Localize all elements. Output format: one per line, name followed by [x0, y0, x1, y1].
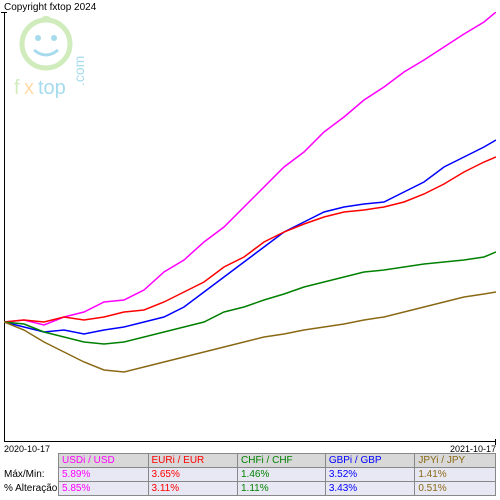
chart-area: 2020-10-17 2021-10-17: [4, 12, 496, 442]
table-change-cell: 0.51%: [415, 482, 496, 496]
table-maxmin-cell: 3.65%: [148, 468, 238, 482]
table-change-cell: 5.85%: [59, 482, 149, 496]
table-maxmin-cell: 5.89%: [59, 468, 149, 482]
table-maxmin-cell: 3.52%: [325, 468, 415, 482]
table-maxmin-cell: 1.41%: [415, 468, 496, 482]
table-header-cell: CHFi / CHF: [238, 454, 326, 468]
table-row-label-change: % Alteração:: [4, 483, 60, 494]
table-change-cell: 3.11%: [148, 482, 238, 496]
table-header-cell: GBPi / GBP: [325, 454, 415, 468]
series-line: [4, 12, 496, 325]
table-maxmin-cell: 1.46%: [238, 468, 326, 482]
series-line: [4, 157, 496, 322]
table-header-cell: EURi / EUR: [148, 454, 238, 468]
x-axis-start-label: 2020-10-17: [4, 444, 50, 454]
table-row-label-maxmin: Máx/Min:: [4, 469, 45, 480]
series-line: [4, 252, 496, 344]
table-header-cell: JPYi / JPY: [415, 454, 496, 468]
chart-lines: [4, 12, 496, 442]
stats-table: USDi / USDEURi / EURCHFi / CHFGBPi / GBP…: [58, 453, 496, 496]
table-change-cell: 1.11%: [238, 482, 326, 496]
table-header-cell: USDi / USD: [59, 454, 149, 468]
table-change-cell: 3.43%: [325, 482, 415, 496]
